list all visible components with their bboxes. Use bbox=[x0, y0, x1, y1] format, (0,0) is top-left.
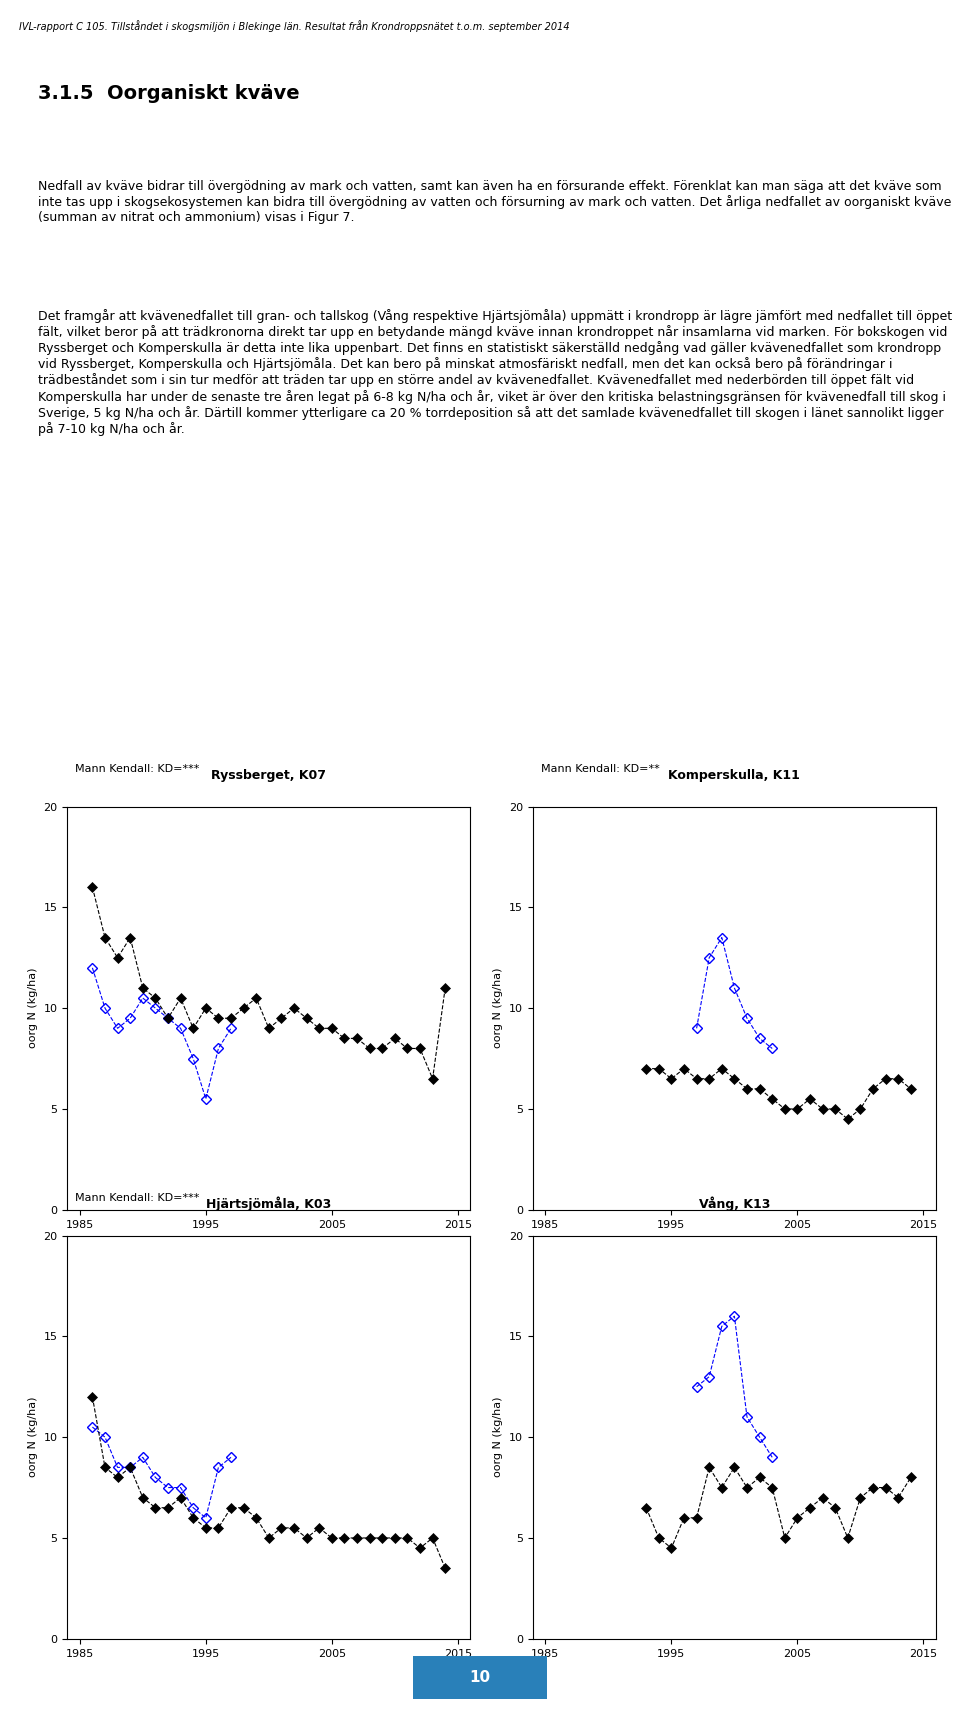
Text: Nedfall av kväve bidrar till övergödning av mark och vatten, samt kan även ha en: Nedfall av kväve bidrar till övergödning… bbox=[38, 180, 951, 225]
Text: Mann Kendall: KD=***: Mann Kendall: KD=*** bbox=[75, 764, 200, 774]
Title: Vång, K13: Vång, K13 bbox=[699, 1196, 770, 1211]
Text: IVL-rapport C 105. Tillståndet i skogsmiljön i Blekinge län. Resultat från Krond: IVL-rapport C 105. Tillståndet i skogsmi… bbox=[19, 21, 570, 31]
Y-axis label: oorg N (kg/ha): oorg N (kg/ha) bbox=[28, 968, 37, 1048]
Text: 3.1.5  Oorganiskt kväve: 3.1.5 Oorganiskt kväve bbox=[38, 84, 300, 103]
Text: 10: 10 bbox=[469, 1670, 491, 1685]
Y-axis label: oorg N (kg/ha): oorg N (kg/ha) bbox=[493, 1397, 503, 1477]
Title: Komperskulla, K11: Komperskulla, K11 bbox=[668, 769, 801, 782]
Y-axis label: oorg N (kg/ha): oorg N (kg/ha) bbox=[28, 1397, 37, 1477]
Title: Ryssberget, K07: Ryssberget, K07 bbox=[211, 769, 326, 782]
Text: Det framgår att kvävenedfallet till gran- och tallskog (Vång respektive Hjärtsjö: Det framgår att kvävenedfallet till gran… bbox=[38, 309, 952, 436]
FancyBboxPatch shape bbox=[413, 1656, 547, 1699]
Y-axis label: oorg N (kg/ha): oorg N (kg/ha) bbox=[493, 968, 503, 1048]
Text: Mann Kendall: KD=**: Mann Kendall: KD=** bbox=[540, 764, 660, 774]
Text: Mann Kendall: KD=***: Mann Kendall: KD=*** bbox=[75, 1193, 200, 1203]
Title: Hjärtsjömåla, K03: Hjärtsjömåla, K03 bbox=[206, 1196, 331, 1211]
